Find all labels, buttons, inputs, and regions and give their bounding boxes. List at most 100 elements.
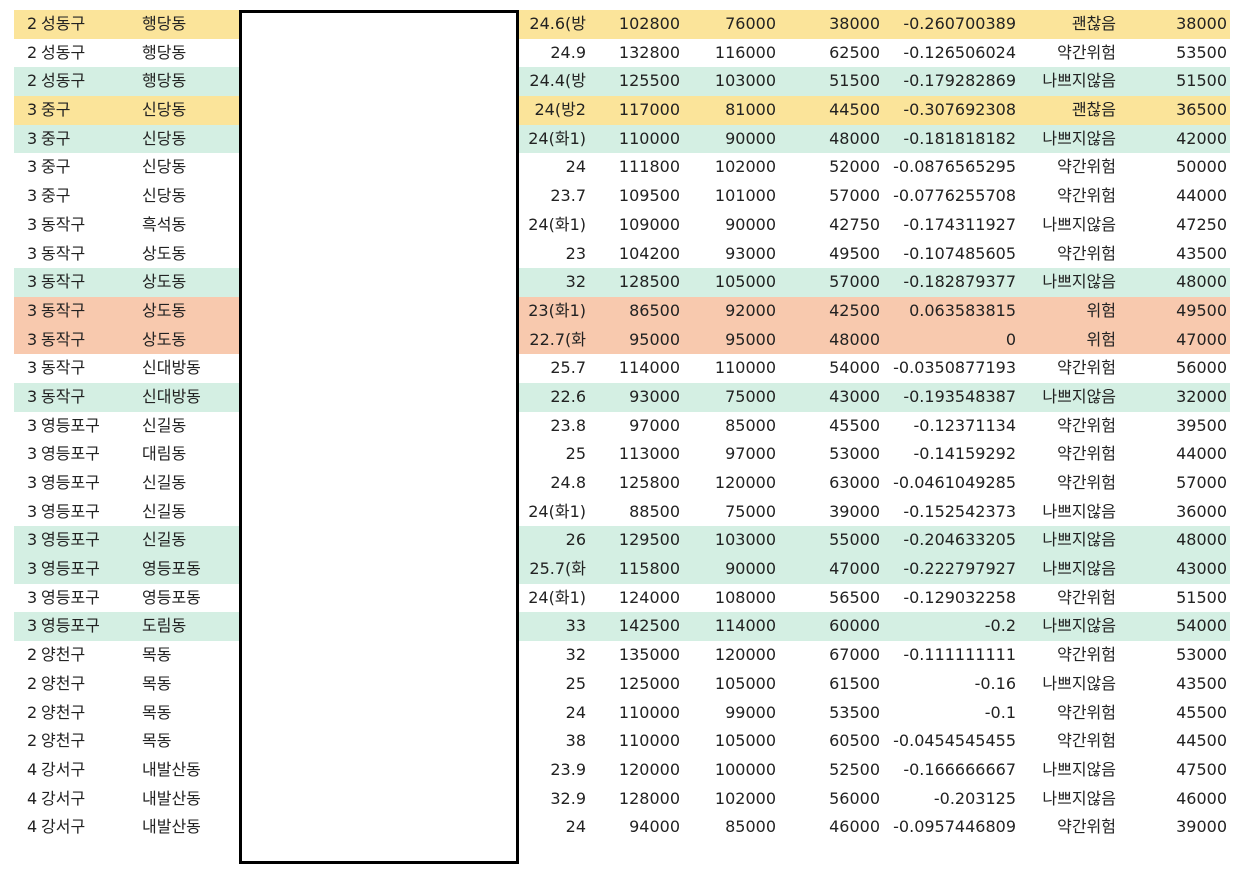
cell-price[interactable]: 132800 [618,42,680,62]
cell-jeonse[interactable]: 42750 [829,214,880,234]
cell-price[interactable]: 104200 [618,243,680,263]
cell-neighborhood[interactable]: 내발산동 [142,817,201,837]
table-row[interactable]: 3 동작구 상도동 22.7(화 95000 95000 48000 0 위험 … [0,325,1244,355]
cell-rank[interactable]: 4 [27,788,38,808]
cell-ratio[interactable]: -0.0776255708 [893,186,1016,206]
cell-gap[interactable]: 43000 [1176,559,1227,579]
cell-value[interactable]: 120000 [714,473,776,492]
cell-gap[interactable]: 43500 [1176,673,1227,693]
cell-rank[interactable]: 3 [27,128,38,148]
cell-price[interactable]: 109000 [618,214,680,234]
cell-risk-level[interactable]: 나쁘지않음 [1042,128,1116,148]
cell-price[interactable]: 86500 [629,300,680,320]
cell-risk-level[interactable]: 나쁘지않음 [1042,673,1116,693]
table-row[interactable]: 3 중구 신당동 24 111800 102000 52000 -0.08765… [0,153,1244,182]
cell-rank[interactable]: 3 [27,501,38,521]
cell-gap[interactable]: 54000 [1176,616,1227,636]
cell-risk-level[interactable]: 나쁘지않음 [1042,272,1116,292]
cell-area[interactable]: 22.7(화 [529,329,586,349]
cell-jeonse[interactable]: 56000 [829,788,880,808]
cell-value[interactable]: 90000 [725,128,776,148]
cell-gap[interactable]: 45500 [1176,702,1227,722]
cell-risk-level[interactable]: 나쁘지않음 [1042,214,1116,234]
cell-jeonse[interactable]: 43000 [829,386,880,406]
cell-risk-level[interactable]: 나쁘지않음 [1042,386,1116,406]
cell-value[interactable]: 75000 [725,386,776,406]
cell-risk-level[interactable]: 위험 [1086,300,1116,320]
table-row[interactable]: 2 양천구 목동 24 110000 99000 53500 -0.1 약간위험… [0,699,1244,728]
cell-gap[interactable]: 32000 [1176,386,1227,406]
table-row[interactable]: 3 동작구 상도동 23(화1) 86500 92000 42500 0.063… [0,296,1244,326]
cell-district[interactable]: 동작구 [41,214,86,234]
cell-district[interactable]: 동작구 [41,358,86,378]
cell-rank[interactable]: 3 [27,214,38,234]
cell-risk-level[interactable]: 나쁘지않음 [1042,501,1116,521]
table-row[interactable]: 2 성동구 행당동 24.6(방 102800 76000 38000 -0.2… [0,10,1244,39]
cell-rank[interactable]: 2 [27,71,38,91]
cell-ratio[interactable]: -0.16 [974,673,1016,693]
cell-district[interactable]: 영등포구 [41,616,100,636]
cell-gap[interactable]: 53500 [1176,42,1227,62]
table-row[interactable]: 4 강서구 내발산동 24 94000 85000 46000 -0.09574… [0,813,1244,842]
cell-ratio[interactable]: -0.107485605 [903,243,1016,263]
cell-price[interactable]: 94000 [629,817,680,837]
cell-area[interactable]: 24(화1) [528,128,586,148]
cell-ratio[interactable]: 0 [1005,329,1016,349]
cell-area[interactable]: 24.4(방 [529,71,586,91]
cell-rank[interactable]: 2 [27,42,38,62]
cell-area[interactable]: 24 [565,817,586,837]
cell-district[interactable]: 영등포구 [41,415,100,435]
cell-ratio[interactable]: -0.222797927 [903,559,1016,579]
cell-district[interactable]: 동작구 [41,243,86,263]
cell-risk-level[interactable]: 약간위험 [1057,157,1116,177]
cell-district[interactable]: 성동구 [41,42,86,62]
cell-district[interactable]: 영등포구 [41,559,100,579]
cell-price[interactable]: 125800 [618,473,680,492]
cell-risk-level[interactable]: 약간위험 [1057,243,1116,263]
cell-neighborhood[interactable]: 신길동 [142,530,187,550]
table-row[interactable]: 3 동작구 상도동 23 104200 93000 49500 -0.10748… [0,240,1244,269]
cell-neighborhood[interactable]: 신길동 [142,501,187,521]
cell-price[interactable]: 110000 [618,128,680,148]
cell-neighborhood[interactable]: 행당동 [142,71,187,91]
cell-jeonse[interactable]: 56500 [829,587,880,607]
cell-ratio[interactable]: -0.179282869 [903,71,1016,91]
cell-neighborhood[interactable]: 신당동 [142,128,187,148]
cell-ratio[interactable]: -0.0454545455 [893,731,1016,751]
cell-ratio[interactable]: -0.152542373 [903,501,1016,521]
cell-gap[interactable]: 42000 [1176,128,1227,148]
cell-value[interactable]: 99000 [725,702,776,722]
cell-value[interactable]: 105000 [714,731,776,751]
cell-value[interactable]: 110000 [714,358,776,378]
cell-district[interactable]: 영등포구 [41,473,100,492]
cell-rank[interactable]: 3 [27,243,38,263]
cell-neighborhood[interactable]: 흑석동 [142,214,187,234]
cell-jeonse[interactable]: 38000 [829,14,880,33]
cell-area[interactable]: 24 [565,702,586,722]
cell-neighborhood[interactable]: 행당동 [142,14,187,33]
cell-risk-level[interactable]: 약간위험 [1057,42,1116,62]
cell-gap[interactable]: 38000 [1176,14,1227,33]
cell-price[interactable]: 110000 [618,702,680,722]
cell-value[interactable]: 105000 [714,673,776,693]
table-row[interactable]: 3 영등포구 대림동 25 113000 97000 53000 -0.1415… [0,440,1244,469]
cell-price[interactable]: 115800 [618,559,680,579]
cell-rank[interactable]: 2 [27,673,38,693]
table-row[interactable]: 2 양천구 목동 32 135000 120000 67000 -0.11111… [0,641,1244,670]
cell-price[interactable]: 102800 [618,14,680,33]
cell-value[interactable]: 102000 [714,157,776,177]
table-row[interactable]: 2 성동구 행당동 24.4(방 125500 103000 51500 -0.… [0,67,1244,97]
cell-rank[interactable]: 3 [27,300,38,320]
cell-area[interactable]: 23.9 [550,759,586,779]
cell-jeonse[interactable]: 42500 [829,300,880,320]
cell-jeonse[interactable]: 62500 [829,42,880,62]
cell-gap[interactable]: 47250 [1176,214,1227,234]
cell-jeonse[interactable]: 52000 [829,157,880,177]
cell-district[interactable]: 영등포구 [41,530,100,550]
cell-area[interactable]: 25 [565,444,586,464]
cell-area[interactable]: 24.8 [550,473,586,492]
cell-district[interactable]: 양천구 [41,645,86,665]
cell-price[interactable]: 114000 [618,358,680,378]
cell-district[interactable]: 강서구 [41,759,86,779]
table-row[interactable]: 3 동작구 흑석동 24(화1) 109000 90000 42750 -0.1… [0,211,1244,240]
